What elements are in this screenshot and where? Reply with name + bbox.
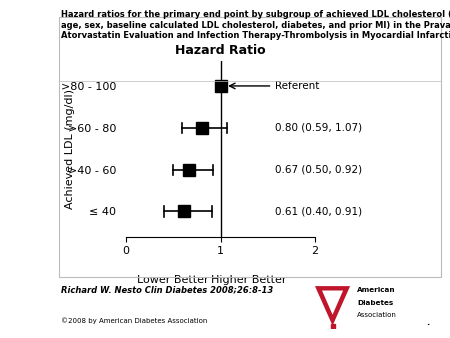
Text: Referent: Referent <box>275 81 319 91</box>
Text: .: . <box>426 318 429 327</box>
Text: American: American <box>357 287 396 293</box>
Polygon shape <box>322 291 343 315</box>
Text: ©2008 by American Diabetes Association: ©2008 by American Diabetes Association <box>61 318 207 324</box>
Text: 0.67 (0.50, 0.92): 0.67 (0.50, 0.92) <box>275 165 362 175</box>
Text: Achieved LDL (mg/dl): Achieved LDL (mg/dl) <box>65 89 75 209</box>
Text: Hazard ratios for the primary end point by subgroup of achieved LDL cholesterol : Hazard ratios for the primary end point … <box>61 10 450 40</box>
Text: Lower Better: Lower Better <box>137 275 209 285</box>
Text: Richard W. Nesto Clin Diabetes 2008;26:8-13: Richard W. Nesto Clin Diabetes 2008;26:8… <box>61 286 273 295</box>
Text: Higher Better: Higher Better <box>211 275 287 285</box>
Text: Diabetes: Diabetes <box>357 300 393 306</box>
Text: 0.61 (0.40, 0.91): 0.61 (0.40, 0.91) <box>275 207 362 217</box>
Title: Hazard Ratio: Hazard Ratio <box>175 44 266 57</box>
Text: Association: Association <box>357 312 397 318</box>
Polygon shape <box>315 286 350 326</box>
Text: 0.80 (0.59, 1.07): 0.80 (0.59, 1.07) <box>275 123 362 133</box>
